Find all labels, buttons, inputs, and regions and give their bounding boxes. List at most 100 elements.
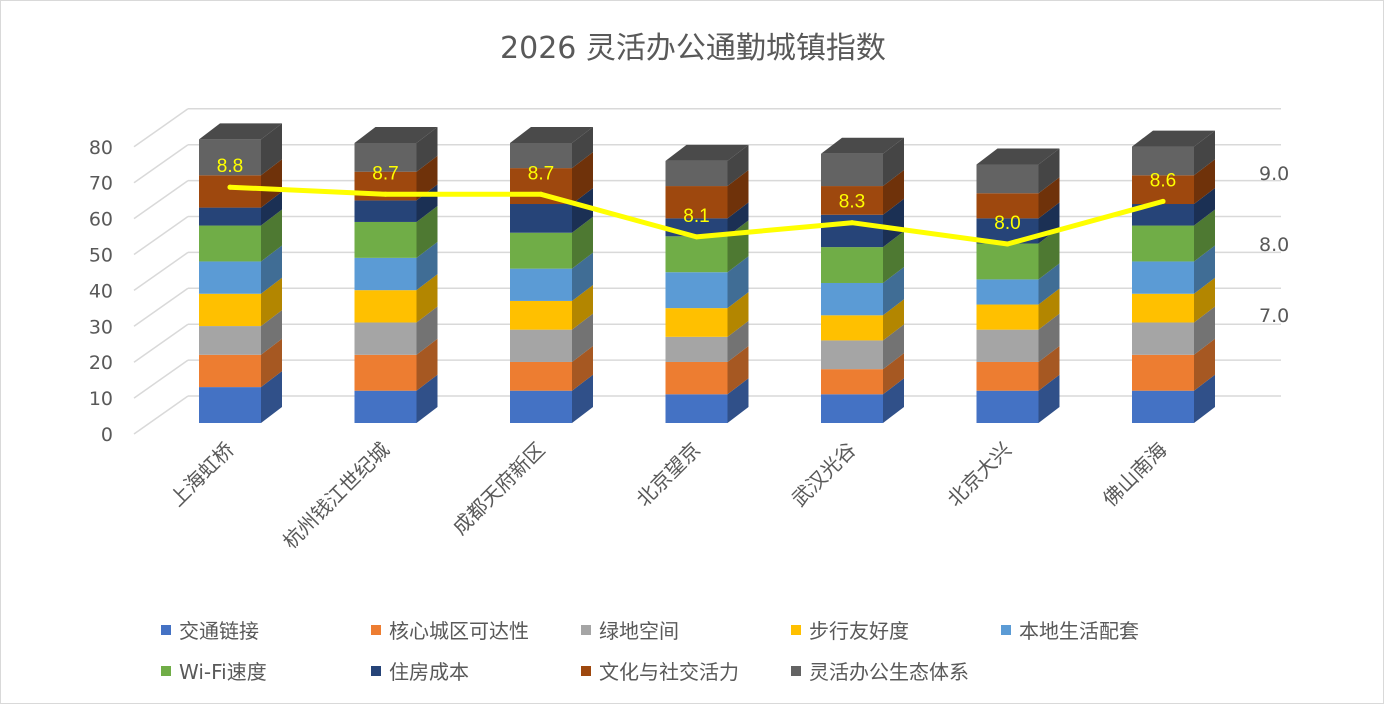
bar-segment-front	[821, 369, 883, 395]
gridline-floor	[133, 323, 189, 363]
line-point	[383, 191, 388, 197]
bar-segment-front	[199, 293, 261, 327]
bar-segment-side	[416, 155, 438, 201]
bar-segment-front	[976, 279, 1039, 305]
bar-stack	[1132, 130, 1215, 423]
bar-segment-side	[572, 252, 593, 301]
legend-swatch	[581, 665, 591, 676]
legend-swatch	[581, 624, 591, 635]
bar-segment-front	[1132, 293, 1194, 323]
legend-item: 住房成本	[371, 656, 469, 685]
y-tick-label: 50	[89, 245, 113, 267]
bar-segment-front	[510, 142, 572, 169]
bar-segment-side	[416, 205, 438, 258]
bar-segment-side	[416, 241, 438, 291]
legend-label: 住房成本	[389, 660, 469, 684]
bar-segment-side	[1194, 338, 1215, 391]
legend-swatch	[1001, 624, 1011, 635]
data-label: 8.0	[994, 213, 1020, 234]
bar-segment-side	[883, 353, 904, 395]
bar-segment-side	[416, 274, 438, 323]
bar-segment-front	[976, 164, 1039, 194]
bar-segment-front	[354, 257, 417, 291]
bar-top	[510, 126, 593, 143]
legend-swatch	[161, 624, 171, 635]
y2-tick-label: 9.0	[1259, 163, 1289, 185]
y-tick-label: 0	[101, 424, 113, 446]
bar-segment-front	[199, 261, 261, 294]
bar-top	[1132, 130, 1215, 147]
chart-title: 2026 灵活办公通勤城镇指数	[500, 31, 886, 66]
legend-swatch	[791, 665, 801, 676]
legend-item: 交通链接	[161, 615, 259, 644]
data-label: 8.7	[372, 163, 398, 184]
bar-segment-side	[261, 338, 282, 388]
bar-segment-side	[1194, 306, 1215, 355]
bar-segment-front	[199, 175, 261, 208]
bar-segment-side	[727, 320, 749, 362]
legend-item: 绿地空间	[581, 615, 679, 644]
bar-segment-side	[727, 292, 749, 337]
legend-label: 核心城区可达性	[389, 619, 529, 643]
data-label: 8.6	[1150, 170, 1176, 191]
legend-item: 灵活办公生态体系	[791, 656, 969, 685]
bar-segment-side	[1194, 130, 1215, 176]
bar-segment-front	[976, 390, 1039, 423]
bar-segment-side	[727, 378, 749, 423]
bar-segment-front	[821, 315, 883, 341]
y-tick-label: 10	[89, 388, 113, 410]
bar-segment-side	[1038, 288, 1060, 330]
bar-segment-side	[261, 371, 282, 423]
legend-label: 灵活办公生态体系	[809, 660, 969, 684]
bar-segment-front	[199, 354, 261, 388]
y-tick-label: 60	[89, 209, 113, 231]
category-label: 上海虹桥	[165, 438, 239, 512]
bar-segment-side	[261, 191, 282, 226]
gridline-floor	[133, 251, 189, 292]
bar-segment-side	[1038, 177, 1060, 219]
category-label: 武汉光谷	[787, 438, 861, 512]
bar-top	[665, 144, 749, 161]
bar-top	[821, 137, 904, 154]
bar-stack	[665, 144, 749, 423]
line-point	[1160, 198, 1166, 204]
bar-segment-front	[976, 361, 1039, 391]
bar-segment-side	[883, 266, 904, 316]
bar-segment-front	[354, 142, 417, 172]
bar-segment-side	[1194, 209, 1215, 262]
bar-stack	[821, 137, 904, 423]
bar-segment-front	[354, 354, 417, 391]
bar-segment-side	[1038, 263, 1060, 305]
bar-stack	[199, 123, 282, 423]
bar-segment-side	[883, 231, 904, 283]
bar-segment-side	[572, 216, 593, 269]
bar-segment-side	[883, 170, 904, 215]
bar-segment-front	[821, 153, 883, 187]
bar-segment-front	[821, 394, 883, 423]
bar-segment-side	[572, 313, 593, 362]
bar-segment-front	[665, 186, 728, 219]
legend-label: Wi-Fi速度	[179, 660, 267, 684]
line-point	[694, 234, 699, 240]
legend-label: 交通链接	[179, 619, 259, 643]
bar-segment-side	[1038, 148, 1060, 194]
bar-segment-side	[883, 299, 904, 341]
category-label: 成都天府新区	[448, 438, 550, 540]
bars	[199, 123, 1215, 423]
bar-stack	[354, 126, 438, 423]
bar-segment-front	[976, 304, 1039, 330]
bar-segment-side	[572, 374, 593, 423]
bar-stack	[976, 148, 1060, 423]
gridline-floor	[133, 395, 189, 435]
bar-segment-front	[510, 300, 572, 330]
bar-segment-side	[1038, 374, 1060, 423]
y2-tick-label: 8.0	[1259, 234, 1289, 256]
bar-top	[976, 148, 1060, 165]
bar-segment-front	[199, 326, 261, 355]
bar-segment-front	[665, 308, 728, 337]
bar-top	[354, 126, 438, 143]
bar-segment-front	[821, 186, 883, 215]
bar-stack	[510, 126, 593, 423]
bar-segment-side	[727, 144, 749, 187]
